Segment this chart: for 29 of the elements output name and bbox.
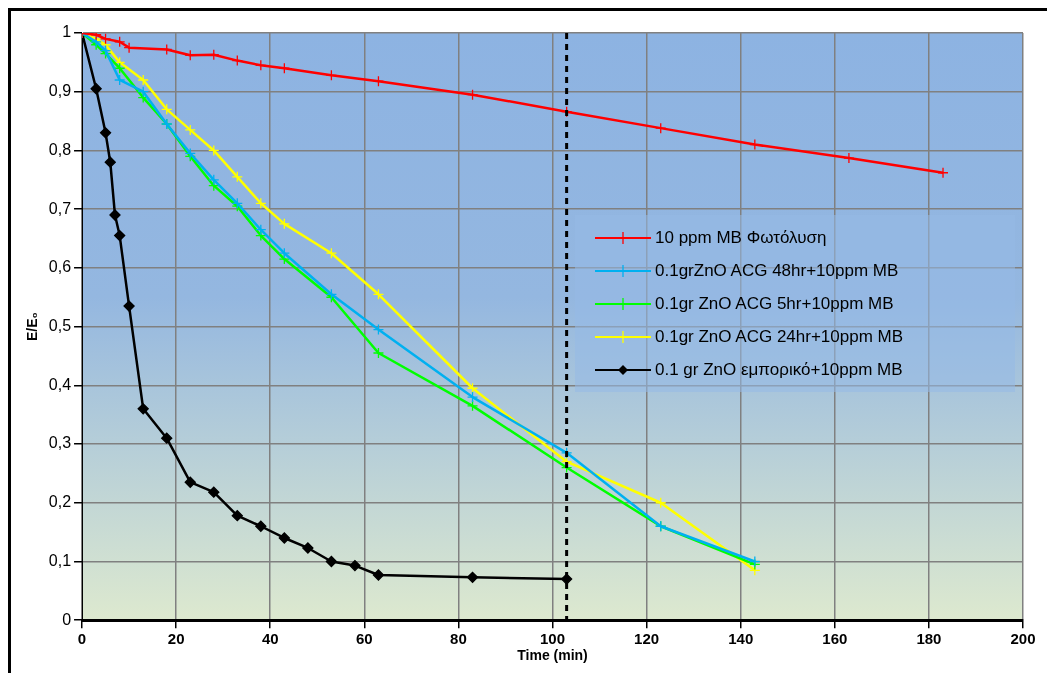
x-tick-label: 140 (728, 630, 754, 648)
x-tick-label: 40 (261, 630, 279, 648)
x-tick-label: 80 (450, 630, 467, 648)
y-tick-label: 0,5 (48, 317, 72, 335)
x-tick-label: 120 (634, 630, 660, 648)
y-axis-title: E/E₀ (24, 312, 41, 342)
legend-label: 0.1gr ZnO ACG 24hr+10ppm MB (655, 326, 904, 347)
x-tick-label: 180 (916, 630, 942, 648)
x-tick-label: 20 (167, 630, 185, 648)
x-axis-title: Time (min) (517, 647, 588, 664)
y-tick-label: 1 (62, 23, 72, 41)
y-tick-label: 0 (62, 610, 72, 628)
legend-label: 10 ppm MB Φωτόλυση (655, 227, 827, 248)
y-tick-label: 0,6 (48, 258, 72, 276)
legend-label: 0.1gr ZnO ACG 5hr+10ppm MB (655, 293, 894, 314)
x-tick-label: 200 (1010, 630, 1036, 648)
y-tick-label: 0,1 (48, 551, 72, 569)
x-tick-label: 60 (355, 630, 373, 648)
y-tick-label: 0,8 (48, 140, 72, 158)
y-tick-label: 0,3 (48, 434, 72, 452)
y-tick-label: 0,4 (48, 375, 72, 393)
y-tick-label: 0,9 (48, 82, 72, 100)
x-tick-label: 100 (540, 630, 566, 648)
legend-label: 0.1 gr ZnO εμπορικό+10ppm MB (655, 359, 903, 380)
y-tick-label: 0,7 (48, 199, 72, 217)
x-tick-label: 160 (822, 630, 848, 648)
x-tick-label: 0 (77, 630, 87, 648)
y-tick-label: 0,2 (48, 493, 72, 511)
legend-label: 0.1grZnO ACG 48hr+10ppm MB (655, 260, 899, 281)
